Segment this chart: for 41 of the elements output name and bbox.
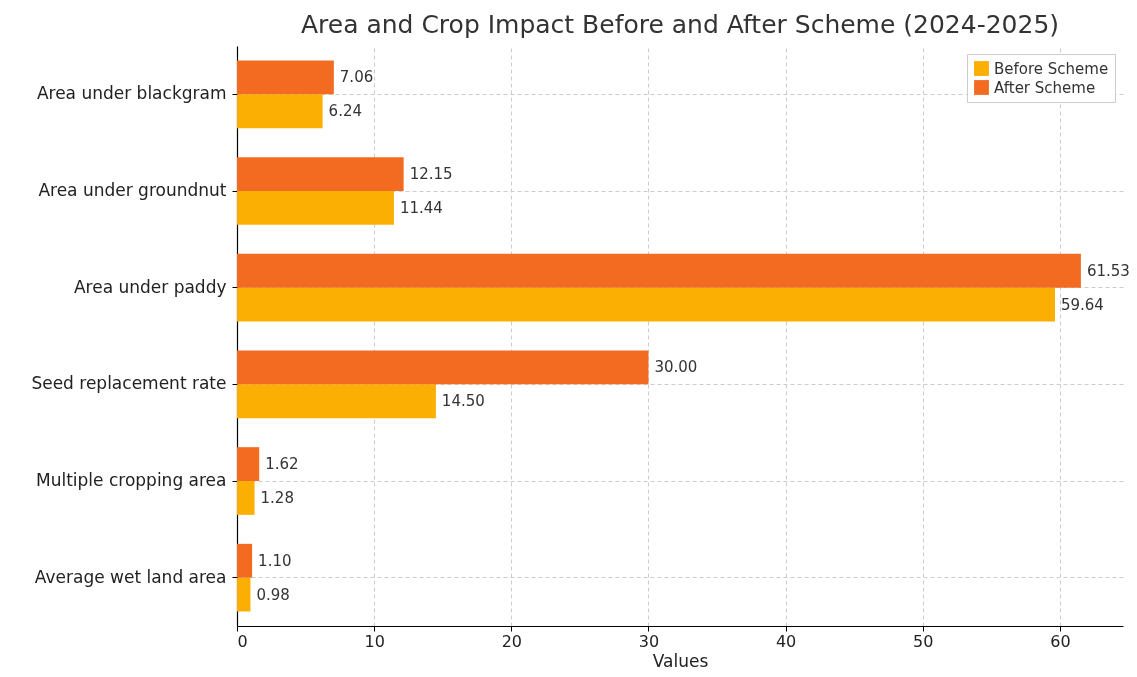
y-tick-label: Multiple cropping area: [36, 470, 227, 490]
data-label: 7.06: [339, 68, 374, 87]
bar: [237, 384, 436, 419]
x-tick-label: 40: [775, 631, 797, 651]
x-tick-label: 10: [364, 631, 385, 651]
bar: [237, 577, 251, 612]
legend-label: After Scheme: [994, 78, 1096, 97]
data-label: 14.50: [441, 392, 485, 411]
x-tick-label: 0: [237, 631, 248, 651]
y-tick-label: Seed replacement rate: [31, 373, 227, 394]
data-label: 11.44: [399, 198, 443, 217]
bar: [237, 287, 1055, 322]
data-label: 1.62: [265, 455, 299, 474]
data-label: 1.10: [258, 551, 292, 570]
x-tick-label: 30: [638, 631, 660, 651]
chart-title: Area and Crop Impact Before and After Scheme (2024-2025): [300, 10, 1060, 39]
bar: [237, 543, 253, 578]
y-tick-label: Area under groundnut: [38, 180, 227, 200]
data-label: 59.64: [1060, 295, 1104, 314]
x-tick-label: 50: [913, 631, 934, 651]
legend-label: Before Scheme: [994, 59, 1109, 78]
data-label: 61.53: [1086, 261, 1130, 280]
bar: [237, 447, 260, 481]
bar: [237, 157, 404, 191]
y-tick-label: Area under blackgram: [36, 83, 227, 104]
bar: [237, 60, 334, 95]
y-tick-label: Area under paddy: [73, 276, 227, 297]
data-label: 1.28: [260, 488, 294, 507]
x-axis-title: Values: [652, 650, 709, 671]
data-label: 30.00: [654, 358, 698, 377]
data-label: 12.15: [409, 165, 453, 184]
bar: [237, 94, 323, 129]
bar: [237, 191, 394, 225]
bar: [237, 481, 255, 515]
bar: [237, 350, 649, 385]
data-label: 0.98: [256, 585, 290, 604]
y-tick-label: Average wet land area: [34, 566, 227, 587]
x-tick-label: 20: [501, 631, 522, 651]
data-label: 6.24: [328, 102, 362, 121]
x-tick-label: 60: [1050, 631, 1071, 651]
bar: [237, 253, 1081, 288]
